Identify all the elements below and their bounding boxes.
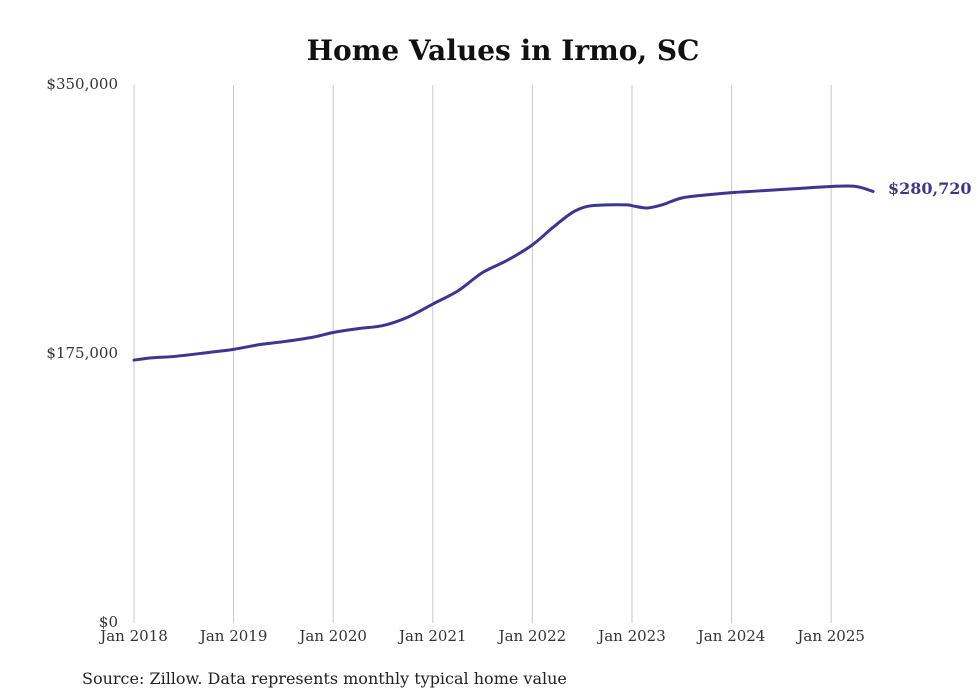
x-tick-label: Jan 2024 — [696, 627, 766, 645]
series-group — [132, 184, 875, 362]
x-tick-label: Jan 2021 — [397, 627, 467, 645]
source-note: Source: Zillow. Data represents monthly … — [82, 669, 567, 688]
x-tick-label: Jan 2019 — [198, 627, 268, 645]
series-line — [132, 184, 875, 362]
x-axis-ticks: Jan 2018 Jan 2019 Jan 2020 Jan 2021 Jan 2022… — [98, 627, 865, 645]
chart-title: Home Values in Irmo, SC — [307, 34, 700, 67]
y-tick-label: $350,000 — [46, 75, 118, 93]
x-tick-label: Jan 2025 — [795, 627, 865, 645]
x-tick-label: Jan 2020 — [297, 627, 367, 645]
x-tick-label: Jan 2023 — [596, 627, 666, 645]
x-tick-label: Jan 2018 — [98, 627, 168, 645]
x-tick-label: Jan 2022 — [497, 627, 567, 645]
y-tick-label: $175,000 — [46, 344, 118, 362]
y-tick-label: $0 — [99, 613, 118, 631]
end-value-label: $280,720 — [888, 179, 972, 198]
y-axis-ticks: $0 $175,000 $350,000 — [46, 75, 118, 631]
grid-lines — [133, 85, 832, 623]
